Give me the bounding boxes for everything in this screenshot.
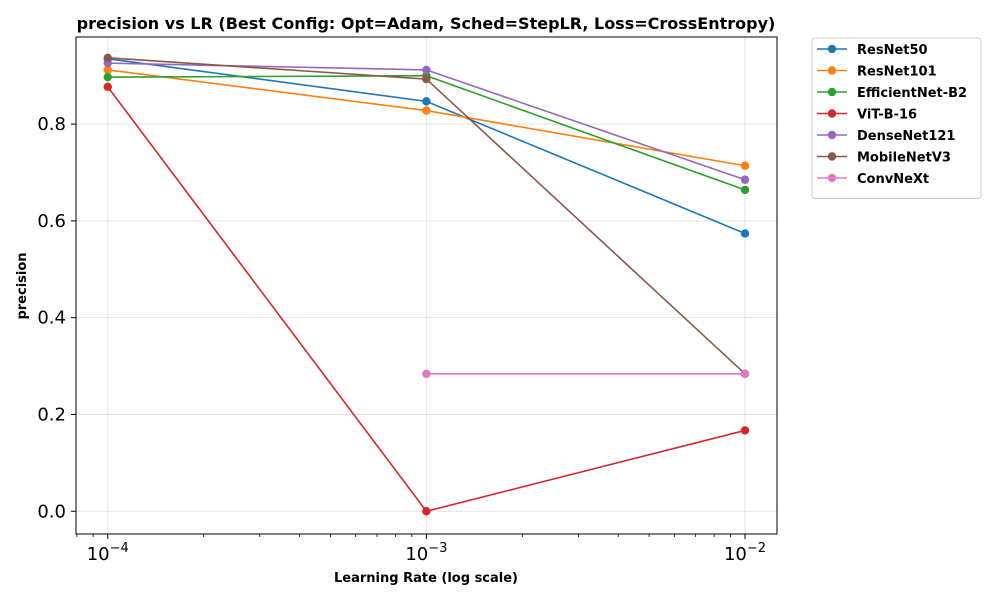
data-point-resnet50 <box>740 229 750 238</box>
legend-marker <box>827 152 837 161</box>
legend-label: ConvNeXt <box>857 172 929 187</box>
x-tick-label: 10−4 <box>87 541 129 565</box>
data-point-efficientnet-b2 <box>740 185 750 195</box>
data-point-vit-b-16 <box>740 426 750 435</box>
legend-marker <box>827 173 837 183</box>
data-point-mobilenetv3 <box>103 53 112 63</box>
x-axis-label: Learning Rate (log scale) <box>334 571 518 586</box>
legend-item-resnet50: ResNet50 <box>817 43 928 58</box>
legend-frame <box>811 37 982 199</box>
legend-label: DenseNet121 <box>857 129 955 144</box>
x-tick-label: 10−3 <box>405 541 447 565</box>
data-point-resnet101 <box>740 161 750 170</box>
legend-marker <box>827 44 837 54</box>
x-tick-label: 10−2 <box>724 541 766 565</box>
data-point-vit-b-16 <box>422 507 431 516</box>
legend-item-mobilenetv3: MobileNetV3 <box>817 151 951 166</box>
legend-marker <box>827 87 837 97</box>
chart-title: precision vs LR (Best Config: Opt=Adam, … <box>77 14 776 33</box>
legend-item-efficientnet-b2: EfficientNet-B2 <box>817 86 967 101</box>
legend-label: EfficientNet-B2 <box>857 86 967 101</box>
legend-item-vit-b-16: ViT-B-16 <box>817 108 917 123</box>
legend-marker <box>827 109 837 118</box>
data-point-efficientnet-b2 <box>103 72 112 82</box>
series-layer <box>103 53 750 516</box>
data-point-vit-b-16 <box>103 82 112 92</box>
x-axis: 10−4 10−3 10−2 <box>76 534 766 565</box>
data-point-mobilenetv3 <box>422 74 431 84</box>
data-point-densenet121 <box>422 65 431 75</box>
y-tick-label: 0.6 <box>37 211 66 232</box>
y-axis: 0.0 0.2 0.4 0.6 0.8 <box>37 114 76 522</box>
y-tick-label: 0.4 <box>37 308 66 329</box>
y-tick-label: 0.0 <box>37 501 66 522</box>
series-convnext <box>422 369 750 379</box>
legend: ResNet50 ResNet101 EfficientNet-B2 ViT-B-16… <box>811 37 982 199</box>
legend-label: ResNet101 <box>857 65 937 80</box>
legend-item-resnet101: ResNet101 <box>817 65 937 80</box>
legend-label: MobileNetV3 <box>857 151 951 166</box>
legend-item-densenet121: DenseNet121 <box>817 129 955 144</box>
grid <box>76 37 777 534</box>
legend-marker <box>827 66 837 75</box>
data-point-resnet50 <box>422 97 431 106</box>
y-axis-label: precision <box>15 252 30 319</box>
y-tick-label: 0.8 <box>37 114 66 135</box>
series-resnet101 <box>103 65 750 170</box>
data-point-resnet101 <box>422 106 431 115</box>
series-mobilenetv3 <box>103 53 750 379</box>
legend-item-convnext: ConvNeXt <box>817 172 929 187</box>
data-point-convnext <box>422 369 431 379</box>
data-point-resnet101 <box>103 65 112 75</box>
y-tick-label: 0.2 <box>37 404 66 425</box>
legend-label: ViT-B-16 <box>857 108 917 123</box>
legend-marker <box>827 130 837 140</box>
series-vit-b-16 <box>103 82 750 516</box>
data-point-convnext <box>740 369 750 379</box>
legend-label: ResNet50 <box>857 43 928 58</box>
data-point-densenet121 <box>740 175 750 184</box>
